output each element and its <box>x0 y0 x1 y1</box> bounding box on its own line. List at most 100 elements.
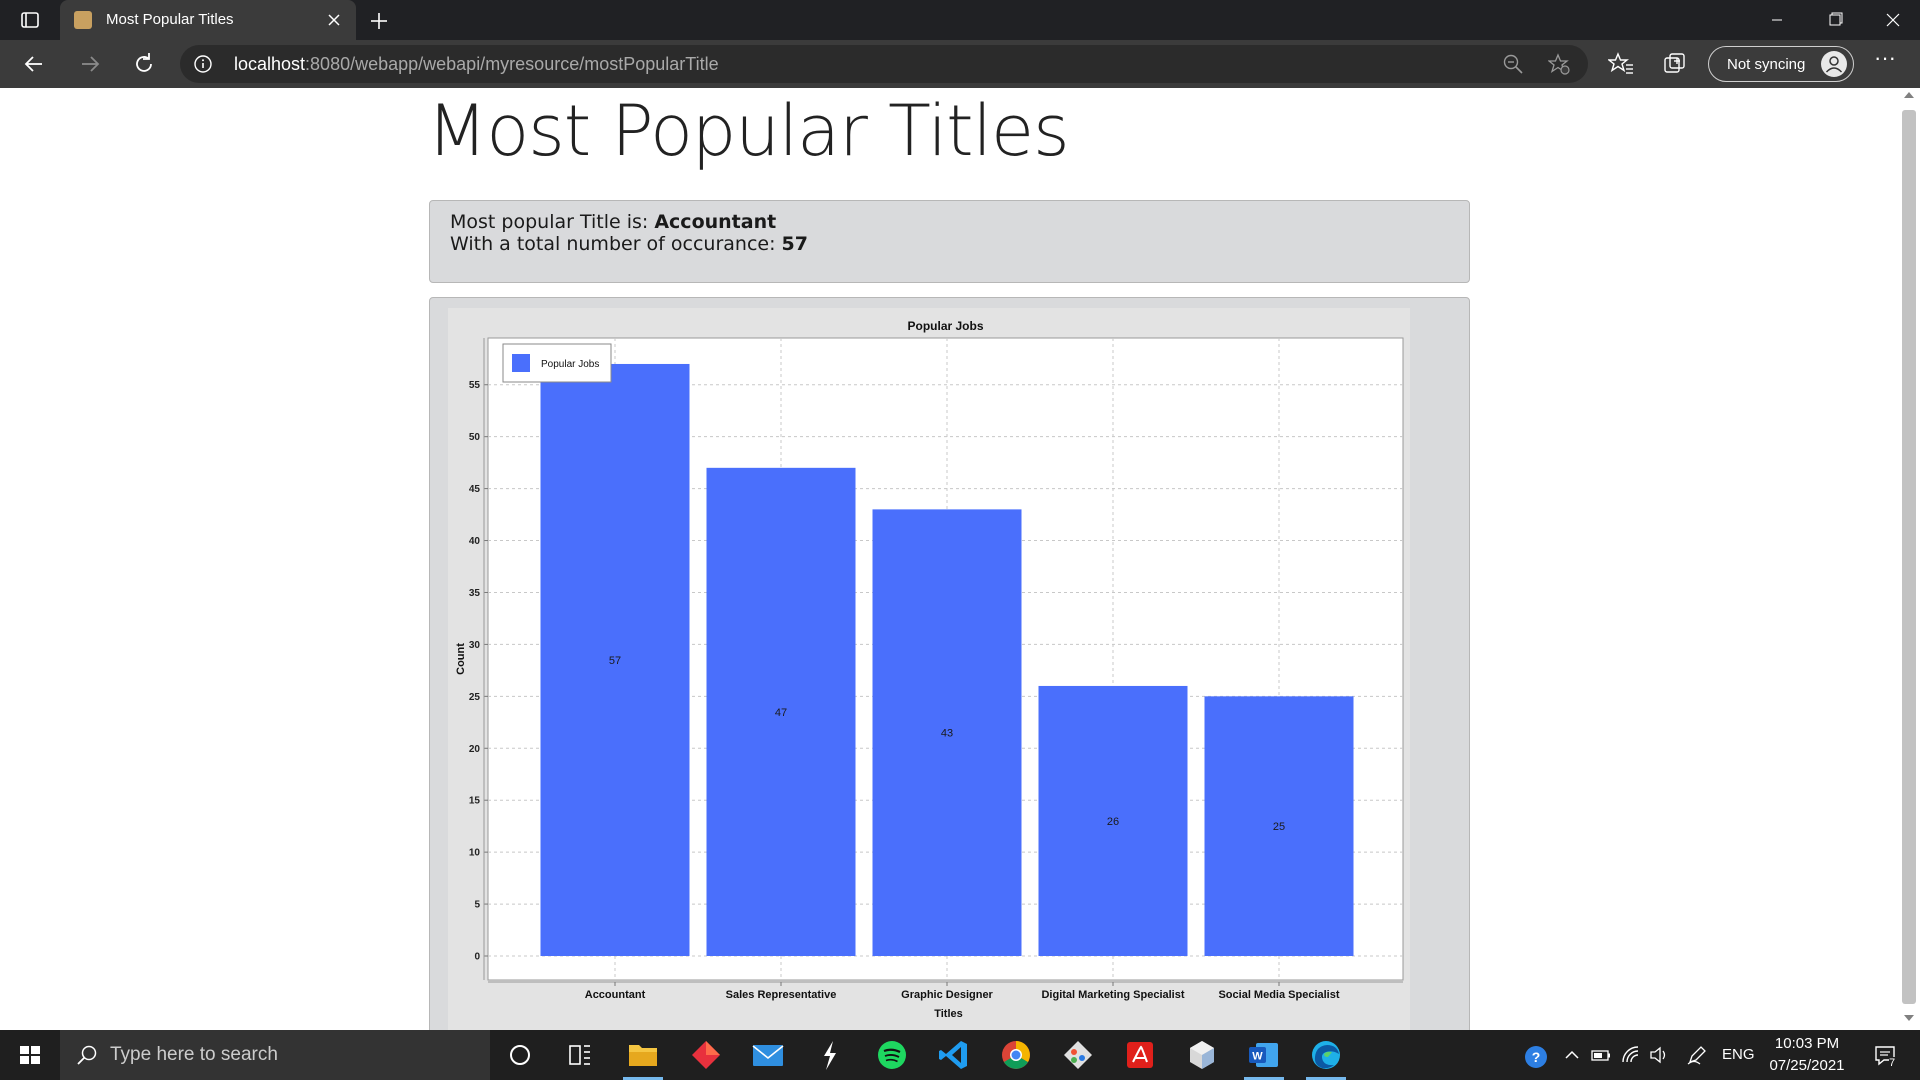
summary-occurrence-value: 57 <box>782 233 808 255</box>
browser-tab[interactable]: Most Popular Titles <box>60 0 356 40</box>
bar-value-label: 47 <box>775 707 787 719</box>
mail-icon[interactable] <box>740 1030 796 1080</box>
battery-icon[interactable] <box>1590 1044 1612 1066</box>
forward-icon[interactable] <box>74 48 106 80</box>
search-icon <box>76 1044 98 1066</box>
site-info-icon[interactable] <box>194 55 212 73</box>
windows-logo-icon <box>0 1030 60 1080</box>
browser-tab-bar: Most Popular Titles <box>0 0 1920 40</box>
app-red-diamond-icon[interactable] <box>678 1030 734 1080</box>
taskbar-search-box[interactable]: Type here to search <box>60 1030 490 1080</box>
zoom-out-icon[interactable] <box>1502 53 1524 75</box>
y-tick-label: 25 <box>469 692 481 703</box>
summary-occurrence: With a total number of occurance: 57 <box>450 233 808 255</box>
x-tick-label: Social Media Specialist <box>1218 989 1339 1001</box>
x-tick-label: Graphic Designer <box>901 989 993 1001</box>
spotify-icon[interactable] <box>864 1030 920 1080</box>
y-tick-label: 35 <box>469 588 481 599</box>
start-button[interactable] <box>0 1030 60 1080</box>
bar-value-label: 43 <box>941 728 953 740</box>
restore-window-icon[interactable] <box>1806 0 1864 40</box>
url-text[interactable]: localhost:8080/webapp/webapi/myresource/… <box>234 54 719 75</box>
bar-value-label: 26 <box>1107 816 1119 828</box>
y-tick-label: 45 <box>469 484 481 495</box>
vscode-icon[interactable] <box>926 1030 982 1080</box>
y-tick-label: 55 <box>469 380 481 391</box>
volume-icon[interactable] <box>1648 1044 1670 1066</box>
sync-label: Not syncing <box>1727 56 1805 73</box>
summary-top-title-label: Most popular Title is: <box>450 211 654 233</box>
browser-toolbar: localhost:8080/webapp/webapi/myresource/… <box>0 40 1920 88</box>
tab-actions-icon[interactable] <box>14 8 46 32</box>
windows-taskbar: Type here to search W <box>0 1030 1920 1080</box>
x-tick-label: Digital Marketing Specialist <box>1041 989 1184 1001</box>
minimize-window-icon[interactable] <box>1748 0 1806 40</box>
profile-avatar-icon <box>1821 51 1847 77</box>
app-cube-icon[interactable] <box>1174 1030 1230 1080</box>
bar-value-label: 57 <box>609 655 621 667</box>
scroll-thumb[interactable] <box>1902 110 1916 1004</box>
help-icon[interactable]: ? <box>1523 1044 1545 1066</box>
bar-value-label: 25 <box>1273 821 1285 833</box>
show-hidden-icons-chevron-icon[interactable] <box>1561 1044 1583 1066</box>
legend-label: Popular Jobs <box>541 359 599 370</box>
new-tab-icon[interactable] <box>366 8 392 34</box>
pen-icon[interactable] <box>1686 1044 1708 1066</box>
wifi-icon[interactable] <box>1620 1044 1642 1066</box>
app-git-icon[interactable] <box>1050 1030 1106 1080</box>
clock-time[interactable]: 10:03 PM <box>1762 1035 1852 1052</box>
favorites-icon[interactable] <box>1608 51 1634 77</box>
tab-favicon-icon <box>74 11 92 29</box>
summary-top-title-value: Accountant <box>654 211 776 233</box>
legend-swatch <box>512 354 530 372</box>
y-tick-label: 40 <box>469 536 481 547</box>
x-tick-label: Accountant <box>585 989 646 1001</box>
page-viewport: Most Popular Titles Most popular Title i… <box>0 88 1898 1030</box>
search-placeholder: Type here to search <box>110 1044 278 1066</box>
file-explorer-icon[interactable] <box>615 1030 671 1080</box>
y-tick-label: 50 <box>469 432 481 443</box>
chrome-icon[interactable] <box>988 1030 1044 1080</box>
task-view-icon[interactable] <box>552 1030 608 1080</box>
back-icon[interactable] <box>18 48 50 80</box>
add-favorite-icon[interactable] <box>1548 53 1570 75</box>
scroll-down-arrow-icon[interactable] <box>1904 1015 1914 1021</box>
summary-panel: Most popular Title is: Accountant With a… <box>429 200 1470 283</box>
acrobat-icon[interactable] <box>1112 1030 1168 1080</box>
y-tick-label: 5 <box>474 900 480 911</box>
notification-count: 7 <box>1889 1057 1895 1069</box>
app-lightning-icon[interactable] <box>802 1030 858 1080</box>
page-scrollbar[interactable] <box>1898 88 1920 1030</box>
address-bar[interactable]: localhost:8080/webapp/webapi/myresource/… <box>180 45 1588 83</box>
x-axis-label: Titles <box>934 1008 963 1020</box>
popular-jobs-chart: Popular Jobs 0 5 10 15 20 25 30 35 40 45 50 55 Count 5… <box>448 308 1410 1030</box>
close-window-icon[interactable] <box>1864 0 1920 40</box>
input-language[interactable]: ENG <box>1722 1046 1755 1063</box>
chart-title: Popular Jobs <box>907 319 983 333</box>
svg-text:?: ? <box>1532 1049 1541 1065</box>
y-tick-label: 30 <box>469 640 481 651</box>
edge-icon[interactable] <box>1298 1030 1354 1080</box>
summary-top-title: Most popular Title is: Accountant <box>450 211 776 233</box>
scroll-up-arrow-icon[interactable] <box>1904 92 1914 98</box>
cortana-icon[interactable] <box>492 1030 548 1080</box>
y-tick-label: 10 <box>469 848 481 859</box>
y-tick-label: 20 <box>469 744 481 755</box>
y-axis-label: Count <box>455 643 467 675</box>
notifications-icon[interactable] <box>1872 1042 1900 1070</box>
tab-title: Most Popular Titles <box>106 11 234 28</box>
refresh-icon[interactable] <box>128 48 160 80</box>
y-tick-label: 15 <box>469 796 481 807</box>
x-tick-label: Sales Representative <box>726 989 837 1001</box>
close-tab-icon[interactable] <box>324 10 344 30</box>
profile-sync-button[interactable]: Not syncing <box>1708 46 1854 82</box>
clock-date[interactable]: 07/25/2021 <box>1762 1057 1852 1074</box>
url-path: :8080/webapp/webapi/myresource/mostPopul… <box>305 54 719 74</box>
svg-text:W: W <box>1252 1051 1263 1063</box>
page-title: Most Popular Titles <box>427 90 1069 172</box>
word-icon[interactable]: W <box>1236 1030 1292 1080</box>
more-options-icon[interactable]: ··· <box>1870 52 1900 76</box>
y-tick-label: 0 <box>474 952 480 963</box>
summary-occurrence-label: With a total number of occurance: <box>450 233 782 255</box>
collections-icon[interactable] <box>1662 51 1688 77</box>
